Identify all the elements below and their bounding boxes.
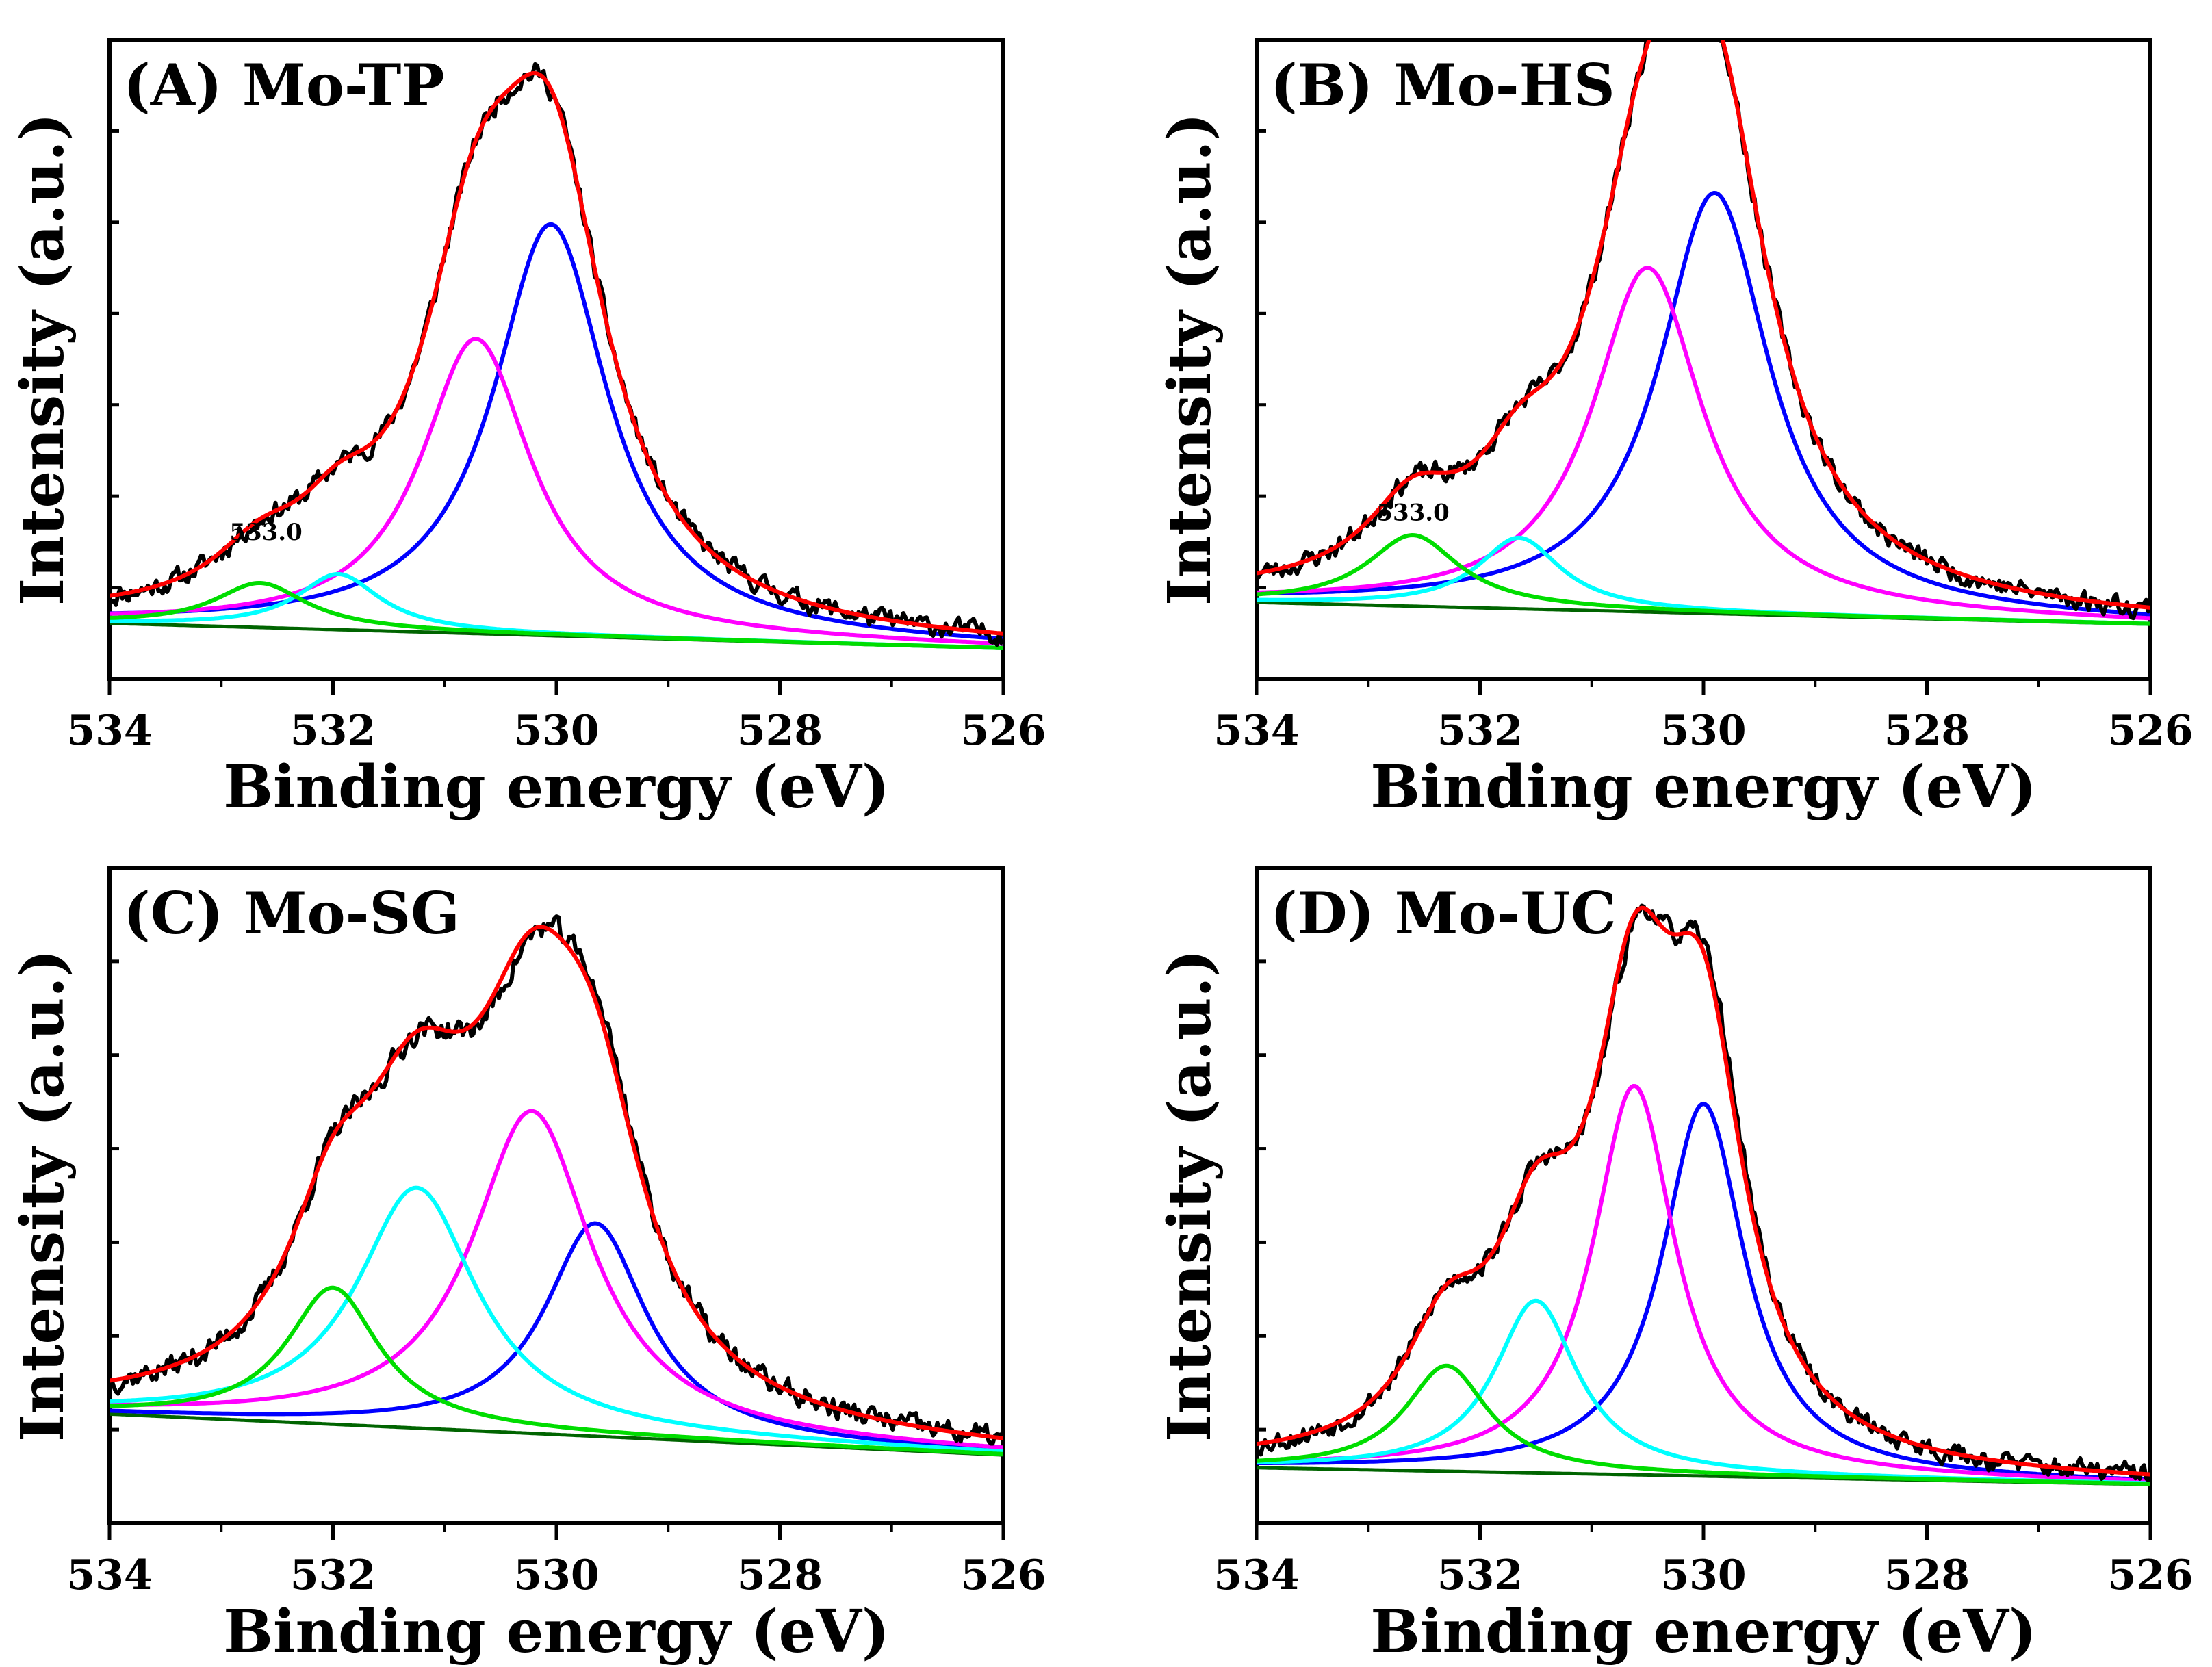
panel-title: (D) Mo-UC [1270,879,1617,947]
x-tick-label: 528 [737,1551,823,1599]
envelope-fit-line [1257,40,2150,610]
component-peak-green [110,1285,1003,1456]
raw-data-line [1257,40,2150,621]
component-peak-blue [110,1221,1003,1453]
component-peak-green [110,581,1003,650]
x-axis-label: Binding energy (eV) [223,753,889,822]
component-peak-magenta [110,337,1003,646]
series-group [1257,903,2150,1486]
component-peak-blue [110,222,1003,641]
x-tick-label: 526 [960,1551,1046,1599]
raw-data-line [110,914,1003,1446]
component-peak-green [1257,1363,2150,1486]
y-axis-label: Intensity (a.u.) [8,113,77,606]
y-axis-label: Intensity (a.u.) [1155,113,1224,606]
panel-title: (A) Mo-TP [123,51,445,119]
x-axis-label: Binding energy (eV) [223,1597,889,1666]
x-tick-label: 526 [960,707,1046,755]
x-tick-label: 530 [1660,1551,1746,1599]
panel-title: (B) Mo-HS [1270,51,1615,119]
x-tick-label: 534 [66,707,152,755]
panel-title: (C) Mo-SG [123,879,460,947]
component-peak-green [1257,532,2150,626]
envelope-fit-line [110,71,1003,636]
component-peak-magenta [1257,1083,2150,1483]
x-tick-label: 532 [290,1551,376,1599]
x-tick-label: 528 [737,707,823,755]
x-tick-label: 534 [1213,1551,1299,1599]
x-tick-label: 532 [290,707,376,755]
series-group [110,914,1003,1457]
y-axis-label: Intensity (a.u.) [8,949,77,1442]
x-tick-label: 530 [513,1551,599,1599]
x-tick-label: 528 [1884,707,1970,755]
x-tick-label: 526 [2107,1551,2193,1599]
component-peak-blue [1257,1101,2150,1482]
series-group [110,62,1003,650]
y-axis-label: Intensity (a.u.) [1155,949,1224,1442]
chart-panel-d: 534 532 530 528 526 Binding energy (eV) Intens… [1155,866,2194,1666]
x-tick-label: 534 [66,1551,152,1599]
chart-panel-a: 534 532 530 528 526 Binding energy (eV) Intens… [8,38,1046,822]
x-tick-label: 528 [1884,1551,1970,1599]
x-tick-label: 532 [1437,707,1523,755]
component-peak-blue [1257,190,2150,617]
series-group [1257,40,2150,626]
peak-annotation: 533.0 [229,519,302,546]
x-tick-label: 534 [1213,707,1299,755]
chart-panel-b: 534 532 530 528 526 Binding energy (eV) Intens… [1155,38,2194,822]
x-tick-label: 532 [1437,1551,1523,1599]
x-axis-label: Binding energy (eV) [1370,1597,2036,1666]
envelope-fit-line [110,925,1003,1440]
x-tick-label: 530 [1660,707,1746,755]
envelope-fit-line [1257,905,2150,1477]
peak-annotation: 533.0 [1376,499,1449,526]
component-peak-cyan [110,1185,1003,1453]
x-tick-label: 530 [513,707,599,755]
chart-panel-c: 534 532 530 528 526 Binding energy (eV) Intens… [8,866,1046,1666]
component-peak-magenta [110,1109,1003,1450]
component-peak-magenta [1257,266,2150,621]
x-tick-label: 526 [2107,707,2193,755]
x-axis-label: Binding energy (eV) [1370,753,2036,822]
